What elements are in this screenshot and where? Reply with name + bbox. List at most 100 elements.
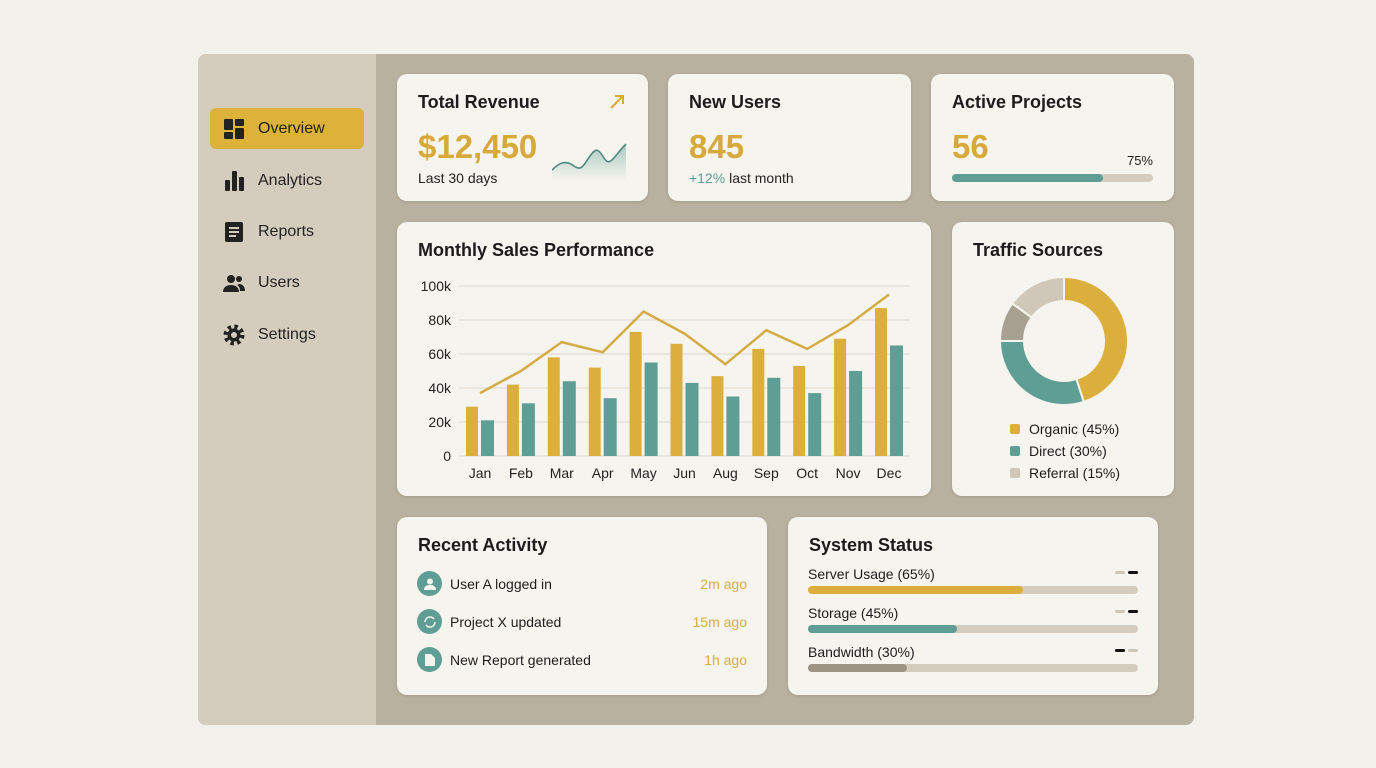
bar-series2 [521,403,535,456]
x-tick-label: Feb [509,465,533,481]
sidebar-item-reports[interactable]: Reports [210,211,364,252]
traffic-sources-card: Traffic Sources Organic (45%) Direct (30… [952,222,1174,496]
sidebar-item-label: Users [258,273,300,291]
x-tick-label: May [630,465,656,481]
x-tick-label: Oct [796,465,818,481]
bar-series2 [849,371,863,456]
status-label: Storage (45%) [808,605,899,621]
activity-time: 2m ago [700,575,747,592]
sidebar-item-label: Analytics [258,171,323,189]
projects-progress-bar [952,174,1153,182]
system-status-card: System Status Server Usage (65%) Storage … [788,517,1158,695]
bar-series2 [685,382,699,456]
traffic-donut-chart [998,275,1129,406]
card-title: System Status [809,535,934,555]
sidebar: Overview Analytics Reports Users Setting… [198,54,376,725]
monthly-sales-card: Monthly Sales Performance 0 20k 40k 60k 80k 1… [397,222,931,496]
users-change: +12% last month [689,170,794,186]
sidebar-item-users[interactable]: Users [210,262,364,303]
y-tick-label: 0 [443,448,451,464]
x-tick-label: Jan [469,465,492,481]
bar-series1 [629,331,642,456]
status-indicator-icon [1115,571,1138,574]
status-indicator-icon [1115,649,1138,652]
revenue-sparkline [552,143,627,180]
status-row: Storage (45%) [808,605,1138,633]
card-title: Traffic Sources [973,240,1104,260]
bar-series1 [466,406,478,456]
legend-referral: Referral (15%) [1010,465,1120,481]
card-title: Monthly Sales Performance [418,240,655,260]
projects-value: 56 [952,128,989,165]
donut-slice [1063,275,1129,404]
sidebar-item-label: Overview [258,119,325,137]
status-fill [808,664,907,672]
revenue-value: $12,450 [418,128,538,165]
change-label: last month [725,170,794,186]
gear-icon [223,324,245,345]
status-fill [808,625,957,633]
x-tick-label: Jun [673,465,696,481]
y-tick-label: 40k [428,380,452,396]
legend-organic: Organic (45%) [1010,421,1119,437]
card-title: Recent Activity [418,535,548,555]
legend-direct: Direct (30%) [1010,443,1107,459]
activity-item[interactable]: Project X updated 15m ago [417,609,747,634]
x-tick-label: Aug [713,465,738,481]
bar-series2 [726,396,740,456]
bar-series1 [711,376,724,456]
sidebar-item-settings[interactable]: Settings [210,314,364,355]
legend-label: Direct (30%) [1029,443,1107,459]
revenue-period: Last 30 days [418,170,498,186]
status-row: Bandwidth (30%) [808,644,1138,672]
trend-up-arrow-icon [610,95,624,109]
bar-series1 [834,338,847,456]
sidebar-item-analytics[interactable]: Analytics [210,160,364,201]
x-tick-label: Nov [836,465,861,481]
users-value: 845 [689,128,745,165]
bar-series2 [603,398,617,456]
card-title: New Users [689,92,782,112]
bar-chart-icon [225,170,244,191]
status-bar [808,664,1138,672]
bar-series1 [875,308,887,456]
y-tick-label: 80k [428,312,452,328]
status-bar [808,586,1138,594]
status-indicator-icon [1115,610,1138,613]
activity-text: User A logged in [450,575,552,592]
card-title: Total Revenue [418,92,540,112]
y-tick-label: 100k [421,278,452,294]
bar-series2 [481,420,494,456]
activity-time: 15m ago [692,613,747,630]
donut-slice [998,340,1086,406]
legend-label: Organic (45%) [1029,421,1120,437]
sidebar-item-overview[interactable]: Overview [210,108,364,149]
bar-series1 [670,343,683,456]
user-icon [417,571,442,596]
line-series [479,293,890,395]
recent-activity-card: Recent Activity User A logged in 2m ago P… [397,517,767,695]
change-percent: +12% [689,170,726,186]
document-icon [225,221,243,242]
status-fill [808,586,1023,594]
card-title: Active Projects [952,92,1083,112]
progress-fill [952,174,1103,182]
sidebar-item-label: Reports [258,222,315,240]
legend-label: Referral (15%) [1029,465,1121,481]
file-icon [417,647,442,672]
bar-series1 [506,384,519,456]
donut-slice [1010,275,1065,319]
active-projects-card: Active Projects 56 75% [931,74,1174,201]
activity-item[interactable]: New Report generated 1h ago [417,647,747,672]
status-row: Server Usage (65%) [808,566,1138,594]
bar-series1 [752,348,765,456]
x-tick-label: Mar [550,465,574,481]
new-users-card: New Users 845 +12% last month [668,74,911,201]
y-tick-label: 20k [428,414,452,430]
status-label: Server Usage (65%) [808,566,935,582]
bar-series1 [588,367,601,456]
x-tick-label: Dec [877,465,902,481]
activity-item[interactable]: User A logged in 2m ago [417,571,747,596]
x-tick-label: Sep [754,465,779,481]
sales-chart: 0 20k 40k 60k 80k 100k Jan Feb Mar Apr May Jun Aug Se… [421,278,910,481]
